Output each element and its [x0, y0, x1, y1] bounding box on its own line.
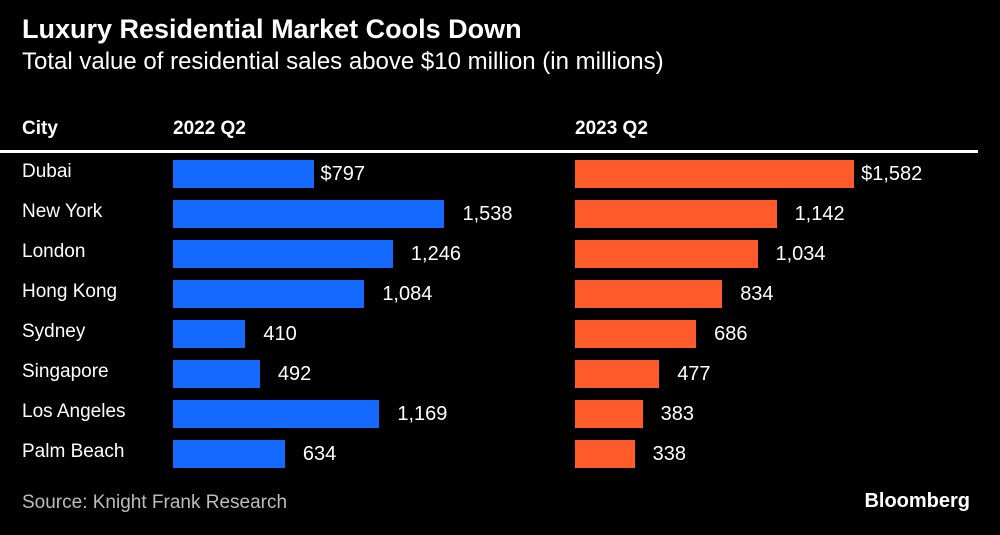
data-label: 634 [302, 443, 337, 465]
column-header-series-2: 2023 Q2 [575, 118, 648, 139]
data-label: 1,169 [397, 403, 448, 425]
data-label: 383 [660, 403, 694, 425]
bloomberg-logo: Bloomberg [864, 490, 970, 512]
bar [173, 440, 285, 468]
data-label: 1,142 [794, 203, 845, 225]
city-label: Palm Beach [22, 441, 125, 462]
city-label: New York [22, 201, 103, 222]
data-label: 410 [263, 323, 297, 345]
city-label: Dubai [22, 161, 72, 182]
chart-subtitle: Total value of residential sales above $… [22, 48, 664, 75]
data-label: 1,084 [382, 283, 433, 305]
bar [575, 360, 660, 388]
column-header-city: City [22, 118, 58, 139]
bar [173, 320, 246, 348]
bar [575, 240, 758, 268]
header-rule [0, 150, 978, 153]
column-header-series-1: 2022 Q2 [173, 118, 246, 139]
bar [173, 400, 380, 428]
data-label: $797 [320, 163, 366, 185]
bar [575, 200, 777, 228]
data-label: 492 [277, 363, 312, 385]
city-label: Sydney [22, 321, 86, 342]
chart-title: Luxury Residential Market Cools Down [22, 14, 522, 44]
data-label: $1,582 [861, 163, 923, 185]
source-note: Source: Knight Frank Research [22, 492, 288, 513]
bar [575, 280, 723, 308]
bar [575, 440, 635, 468]
city-label: Singapore [22, 361, 109, 382]
data-label: 686 [714, 323, 748, 345]
bar [575, 160, 855, 188]
bar [173, 280, 365, 308]
city-label: Hong Kong [22, 281, 118, 302]
data-label: 1,538 [462, 203, 513, 225]
bar [173, 360, 260, 388]
city-label: Los Angeles [22, 401, 126, 422]
bar [173, 240, 393, 268]
data-label: 477 [677, 363, 711, 385]
bar [173, 200, 445, 228]
bar [173, 160, 314, 188]
bar [575, 400, 643, 428]
data-label: 1,246 [410, 243, 461, 265]
data-label: 338 [652, 443, 687, 465]
data-label: 834 [740, 283, 774, 305]
city-label: London [22, 241, 86, 262]
data-label: 1,034 [775, 243, 826, 265]
bar [575, 320, 697, 348]
